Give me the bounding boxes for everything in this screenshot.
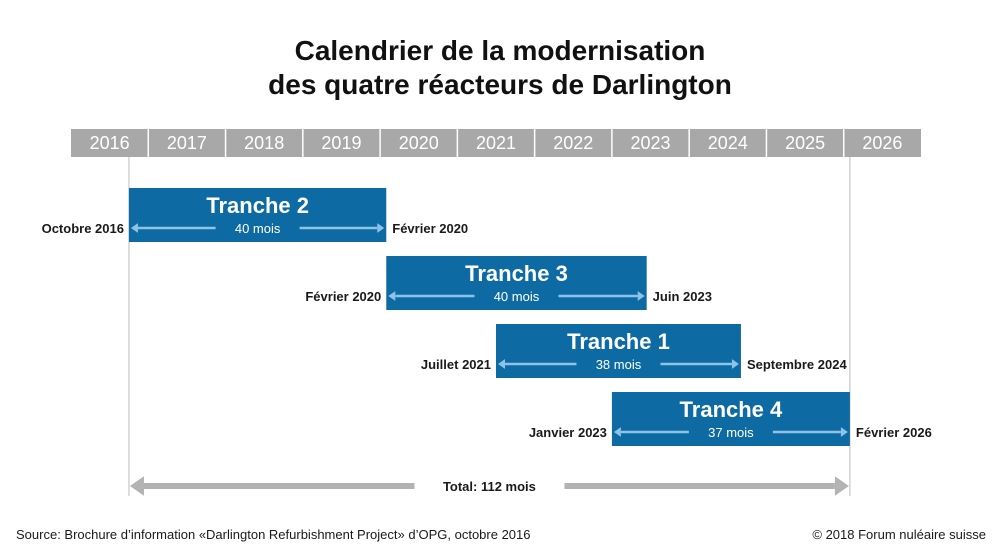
year-cell <box>611 129 690 157</box>
duration-arrow <box>130 223 385 233</box>
start-date-label: Février 2020 <box>305 289 381 304</box>
chart-title-line-2: des quatre réacteurs de Darlington <box>268 69 732 100</box>
end-date-label: Juin 2023 <box>653 289 712 304</box>
year-band: 2016 2017 2018 2019 2020 2021 2022 2023 2024 2025… <box>71 129 921 157</box>
year-label: 2026 <box>862 133 902 153</box>
duration-label: 40 mois <box>494 289 540 304</box>
year-cell <box>689 129 767 157</box>
year-cell <box>380 129 458 157</box>
chart-title-line-1: Calendrier de la modernisation <box>294 35 706 66</box>
total-arrow-head-right <box>834 476 849 496</box>
task-label: Tranche 3 <box>465 261 568 286</box>
year-cell <box>225 129 303 157</box>
year-label: 2019 <box>321 133 361 153</box>
total-span: Total: 112 mois <box>129 476 849 496</box>
year-label: 2024 <box>708 133 748 153</box>
duration-label: 38 mois <box>596 357 642 372</box>
task-tranche-4: Tranche 4 37 mois Janvier 2023 Février 2026 <box>529 392 932 446</box>
duration-arrow <box>613 427 848 437</box>
year-cell <box>843 129 921 157</box>
task-label: Tranche 1 <box>567 329 670 354</box>
year-cell <box>302 129 381 157</box>
year-cell <box>534 129 612 157</box>
year-label: 2025 <box>785 133 825 153</box>
copyright-note: © 2018 Forum nuléaire suisse <box>812 527 986 542</box>
duration-arrow-head-left <box>388 291 396 301</box>
year-cell <box>766 129 844 157</box>
year-label: 2016 <box>90 133 130 153</box>
duration-label: 37 mois <box>708 425 754 440</box>
year-cell <box>148 129 226 157</box>
duration-arrow-head-right <box>377 223 385 233</box>
task-tranche-3: Tranche 3 40 mois Février 2020 Juin 2023 <box>305 256 712 310</box>
total-arrow-head-left <box>129 476 144 496</box>
duration-arrow-head-left <box>613 427 621 437</box>
duration-arrow <box>498 359 739 369</box>
year-label: 2021 <box>476 133 516 153</box>
task-bar <box>611 392 850 446</box>
year-cell <box>71 129 149 157</box>
task-label: Tranche 2 <box>206 193 309 218</box>
end-date-label: Février 2026 <box>856 425 932 440</box>
duration-arrow-head-right <box>840 427 848 437</box>
duration-arrow-head-right <box>731 359 739 369</box>
year-label: 2022 <box>553 133 593 153</box>
duration-arrow-head-right <box>637 291 645 301</box>
year-cell <box>457 129 535 157</box>
start-date-label: Janvier 2023 <box>529 425 607 440</box>
task-label: Tranche 4 <box>680 397 783 422</box>
end-date-label: Septembre 2024 <box>747 357 847 372</box>
year-label: 2017 <box>167 133 207 153</box>
task-bar <box>386 256 647 310</box>
duration-arrow-head-left <box>498 359 505 369</box>
end-date-label: Février 2020 <box>392 221 468 236</box>
start-date-label: Octobre 2016 <box>42 221 124 236</box>
task-tranche-2: Tranche 2 40 mois Octobre 2016 Février 2020 <box>42 188 468 242</box>
source-note: Source: Brochure d’information «Darlingt… <box>16 527 531 542</box>
year-label: 2020 <box>399 133 439 153</box>
duration-label: 40 mois <box>235 221 281 236</box>
total-label: Total: 112 mois <box>443 479 536 494</box>
task-tranche-1: Tranche 1 38 mois Juillet 2021 Septembre 20… <box>421 324 847 378</box>
task-bars: Tranche 2 40 mois Octobre 2016 Février 2020… <box>42 188 932 446</box>
year-label: 2023 <box>631 133 671 153</box>
duration-arrow <box>388 291 645 301</box>
duration-arrow-head-left <box>130 223 138 233</box>
total-arrow <box>129 476 849 496</box>
chart-title: Calendrier de la modernisation des quatr… <box>0 34 1000 102</box>
year-label: 2018 <box>244 133 284 153</box>
task-bar <box>496 324 741 378</box>
start-date-label: Juillet 2021 <box>421 357 491 372</box>
task-bar <box>128 188 387 242</box>
